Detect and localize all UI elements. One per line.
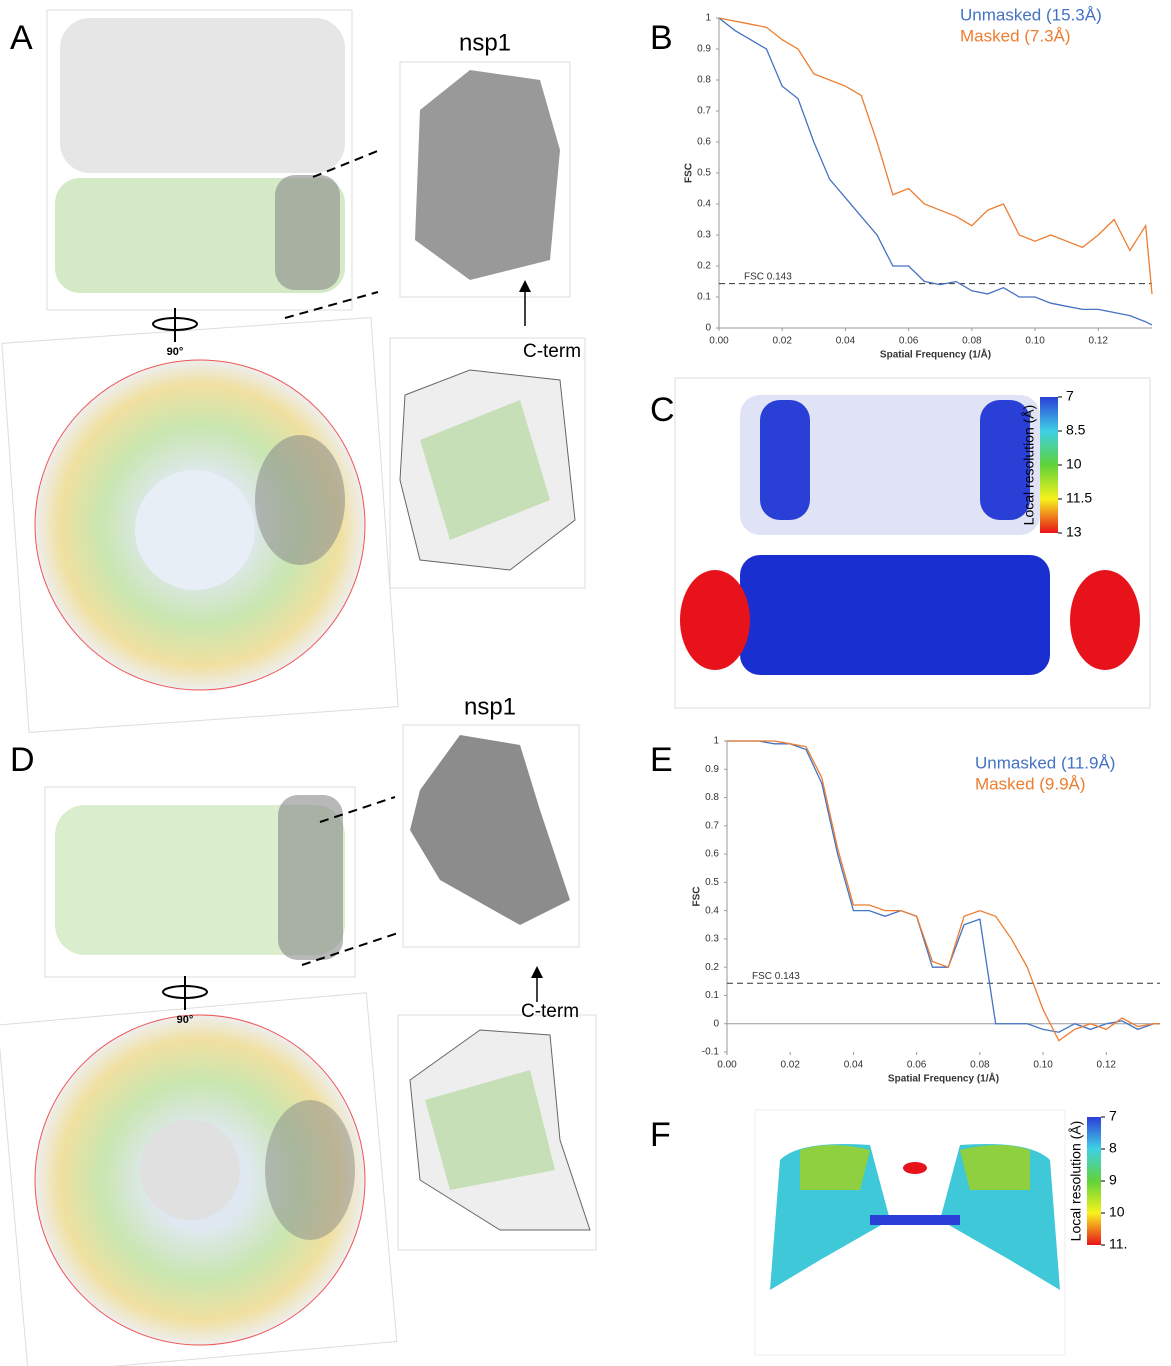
y-tick-label: 0.9 bbox=[697, 44, 711, 55]
structure-image bbox=[1, 9, 586, 733]
y-tick-label: 1 bbox=[713, 736, 719, 747]
panel-label: E bbox=[650, 741, 673, 779]
y-axis-label: FSC bbox=[692, 887, 703, 907]
panel-label: F bbox=[650, 1116, 671, 1154]
resolution-map bbox=[674, 377, 1151, 1356]
y-tick-label: 0.1 bbox=[697, 292, 711, 303]
panel-label: D bbox=[10, 741, 35, 779]
legend-label: Masked (7.3Å) bbox=[960, 26, 1071, 45]
y-tick-label: 0.8 bbox=[697, 75, 711, 86]
colorbar-tick-label: 10 bbox=[1109, 1204, 1125, 1220]
colorbar bbox=[1087, 1117, 1101, 1245]
series-line bbox=[718, 17, 1153, 326]
structure-image bbox=[0, 724, 597, 1366]
y-tick-label: 1 bbox=[705, 13, 711, 24]
protein-label: nsp1 bbox=[464, 693, 516, 720]
x-tick-label: 0.02 bbox=[780, 1060, 800, 1071]
colorbar-tick-label: 8.5 bbox=[1066, 422, 1086, 438]
y-tick-label: 0.7 bbox=[705, 820, 719, 831]
y-tick-label: 0.8 bbox=[705, 792, 719, 803]
x-tick-label: 0.04 bbox=[836, 336, 856, 347]
legend-label: Unmasked (15.3Å) bbox=[960, 5, 1102, 24]
x-tick-label: 0.00 bbox=[709, 336, 729, 347]
x-axis-label: Spatial Frequency (1/Å) bbox=[888, 1072, 999, 1085]
x-tick-label: 0.06 bbox=[907, 1060, 927, 1071]
y-tick-label: 0.5 bbox=[697, 168, 711, 179]
panel-label: A bbox=[10, 19, 33, 57]
colorbar-tick-label: 10 bbox=[1066, 456, 1082, 472]
colorbar-tick-label: 7 bbox=[1109, 1108, 1117, 1124]
colorbar-tick-label: 8 bbox=[1109, 1140, 1117, 1156]
colorbar bbox=[1040, 397, 1058, 533]
y-tick-label: 0.3 bbox=[705, 934, 719, 945]
y-tick-label: 0 bbox=[705, 323, 711, 334]
y-tick-label: 0.3 bbox=[697, 230, 711, 241]
y-tick-label: 0.2 bbox=[705, 962, 719, 973]
rotation-label: 90° bbox=[177, 1014, 194, 1026]
protein-label: nsp1 bbox=[459, 29, 511, 56]
x-tick-label: 0.12 bbox=[1097, 1060, 1117, 1071]
y-tick-label: 0 bbox=[713, 1018, 719, 1029]
legend-label: Masked (9.9Å) bbox=[975, 774, 1086, 793]
x-tick-label: 0.00 bbox=[717, 1060, 737, 1071]
y-tick-label: 0.4 bbox=[705, 905, 719, 916]
rotation-label: 90° bbox=[167, 346, 184, 358]
y-tick-label: 0.6 bbox=[705, 849, 719, 860]
x-tick-label: 0.12 bbox=[1089, 336, 1109, 347]
y-axis-label: FSC bbox=[684, 163, 695, 183]
y-tick-label: 0.5 bbox=[705, 877, 719, 888]
y-tick-label: 0.9 bbox=[705, 764, 719, 775]
colorbar-title: Local resolution (Å) bbox=[1068, 1121, 1084, 1242]
y-tick-label: 0.1 bbox=[705, 990, 719, 1001]
terminus-label: C-term bbox=[523, 341, 581, 362]
colorbar-tick-label: 9 bbox=[1109, 1172, 1117, 1188]
panel-label: C bbox=[650, 391, 675, 429]
y-tick-label: -0.1 bbox=[702, 1047, 720, 1058]
colorbar-tick-label: 13 bbox=[1066, 524, 1082, 540]
terminus-label: C-term bbox=[521, 1001, 579, 1022]
x-tick-label: 0.08 bbox=[970, 1060, 990, 1071]
colorbar-tick-label: 7 bbox=[1066, 388, 1074, 404]
x-tick-label: 0.08 bbox=[962, 336, 982, 347]
colorbar-tick-label: 11.5 bbox=[1066, 490, 1092, 506]
x-tick-label: 0.02 bbox=[772, 336, 792, 347]
legend-label: Unmasked (11.9Å) bbox=[975, 753, 1115, 772]
colorbar-tick-label: 11. bbox=[1109, 1236, 1127, 1252]
series-line bbox=[718, 17, 1153, 294]
panel-label: B bbox=[650, 19, 673, 57]
threshold-label: FSC 0.143 bbox=[752, 971, 800, 982]
x-tick-label: 0.10 bbox=[1025, 336, 1045, 347]
series-line bbox=[727, 740, 1160, 1033]
y-tick-label: 0.7 bbox=[697, 106, 711, 117]
threshold-label: FSC 0.143 bbox=[744, 271, 792, 282]
y-tick-label: 0.6 bbox=[697, 137, 711, 148]
x-tick-label: 0.04 bbox=[844, 1060, 864, 1071]
x-tick-label: 0.10 bbox=[1033, 1060, 1053, 1071]
x-axis-label: Spatial Frequency (1/Å) bbox=[880, 348, 991, 361]
y-tick-label: 0.4 bbox=[697, 199, 711, 210]
x-tick-label: 0.06 bbox=[899, 336, 919, 347]
colorbar-title: Local resolution (Å) bbox=[1021, 405, 1037, 526]
y-tick-label: 0.2 bbox=[697, 261, 711, 272]
series-line bbox=[727, 740, 1160, 1042]
